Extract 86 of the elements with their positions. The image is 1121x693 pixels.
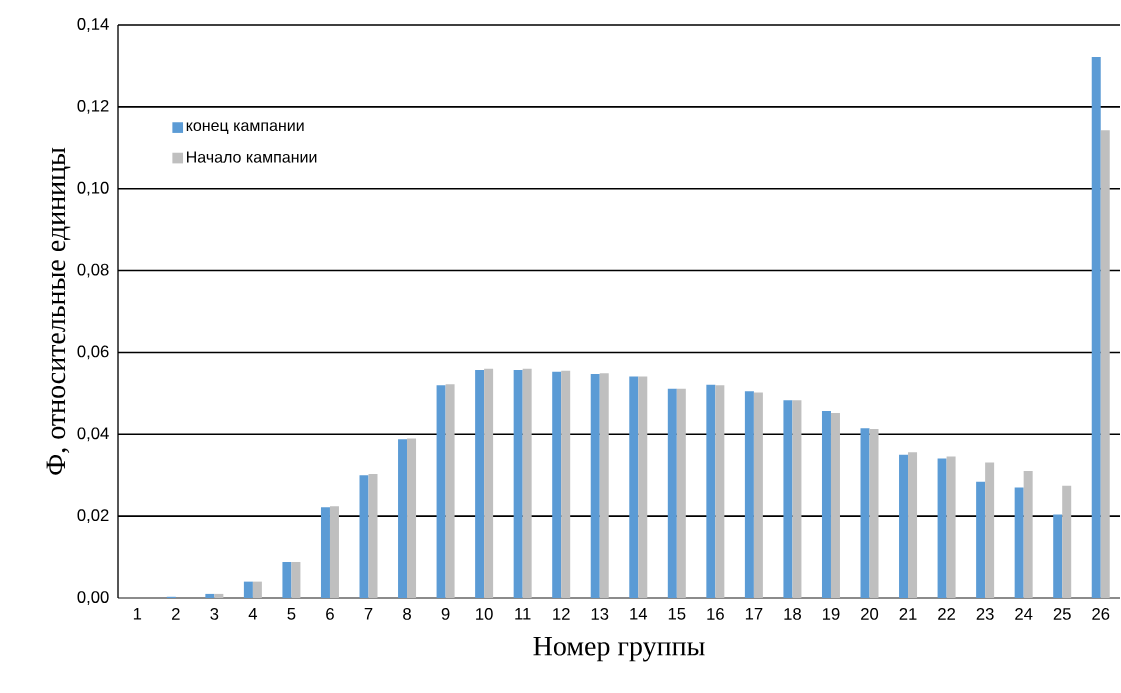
- x-tick-label: 18: [784, 608, 801, 620]
- bar: [821, 410, 831, 598]
- y-tick-label: 0,10: [77, 181, 109, 196]
- bar: [946, 456, 956, 598]
- bar: [282, 561, 292, 598]
- x-tick-label: 6: [326, 608, 334, 620]
- x-tick-label: 3: [210, 608, 219, 620]
- x-tick-label: 5: [287, 608, 296, 620]
- y-tick-label: 0,00: [77, 591, 109, 605]
- bar: [1091, 56, 1101, 598]
- legend-label: Начало кампании: [187, 151, 317, 163]
- y-tick-label: 0,08: [77, 263, 109, 278]
- bar: [252, 581, 262, 598]
- bar: [667, 388, 677, 598]
- bar: [899, 454, 909, 598]
- bar: [908, 452, 918, 598]
- y-axis-title: Ф, относительные единицы: [46, 147, 71, 475]
- bar: [638, 376, 648, 598]
- bar: [792, 400, 802, 598]
- bar: [214, 593, 224, 598]
- y-tick-label: 0,02: [77, 509, 109, 524]
- x-tick-label: 8: [403, 608, 411, 620]
- x-tick-label: 25: [1053, 608, 1071, 620]
- x-tick-label: 7: [364, 608, 373, 620]
- bar: [1023, 471, 1033, 598]
- x-tick-label: 14: [630, 608, 648, 620]
- bar: [985, 462, 995, 598]
- x-tick-label: 10: [476, 608, 493, 620]
- bar: [329, 506, 339, 598]
- bar: [243, 581, 253, 598]
- x-tick-label: 17: [745, 608, 763, 620]
- bar: [436, 385, 446, 598]
- bar: [475, 370, 485, 598]
- bar: [484, 368, 494, 598]
- bar: [513, 370, 523, 598]
- x-tick-label: 21: [899, 608, 917, 620]
- legend-label: конец кампании: [186, 122, 304, 135]
- x-tick-label: 4: [248, 608, 258, 620]
- bar: [320, 507, 330, 598]
- bar: [706, 384, 716, 598]
- bar: [676, 388, 686, 598]
- bar: [359, 475, 369, 598]
- x-tick-label: 19: [822, 608, 840, 620]
- bar: [407, 438, 417, 598]
- bar: [1014, 487, 1024, 598]
- bar: [445, 384, 455, 598]
- bar: [783, 400, 793, 598]
- bar: [552, 371, 562, 598]
- x-tick-label: 1: [133, 608, 142, 620]
- bar: [398, 439, 408, 598]
- x-tick-label: 26: [1092, 608, 1110, 620]
- bar: [753, 392, 763, 598]
- x-tick-label: 2: [172, 608, 180, 620]
- bar: [205, 593, 215, 598]
- y-tick-label: 0,06: [77, 345, 109, 360]
- bar: [590, 374, 600, 598]
- y-tick-label: 0,12: [77, 99, 109, 114]
- bar: [869, 428, 879, 598]
- bar: [744, 391, 754, 598]
- bar: [860, 428, 870, 598]
- bar: [937, 458, 947, 598]
- x-tick-label: 9: [441, 608, 450, 620]
- bar: [1100, 130, 1110, 598]
- x-tick-label: 13: [591, 608, 609, 620]
- x-tick-label: 22: [938, 608, 956, 620]
- bar: [1053, 514, 1063, 598]
- bar: [976, 481, 986, 598]
- x-tick-label: 16: [707, 608, 724, 620]
- bar: [629, 376, 639, 598]
- x-tick-label: 15: [668, 608, 686, 620]
- bar: [830, 413, 840, 598]
- bar: [599, 373, 609, 598]
- x-axis-title: Номер группы: [533, 636, 705, 662]
- x-tick-label: 20: [861, 608, 879, 620]
- y-tick-label: 0,14: [77, 18, 109, 32]
- bar: [1062, 485, 1072, 598]
- bar: [522, 368, 532, 598]
- x-tick-label: 11: [515, 608, 531, 620]
- x-tick-label: 23: [976, 608, 994, 620]
- bar: [291, 561, 301, 598]
- bar: [715, 385, 725, 598]
- bar: [368, 473, 378, 598]
- x-tick-label: 12: [553, 608, 570, 620]
- y-tick-label: 0,04: [77, 427, 109, 442]
- bar: [561, 370, 571, 598]
- x-tick-label: 24: [1015, 608, 1033, 620]
